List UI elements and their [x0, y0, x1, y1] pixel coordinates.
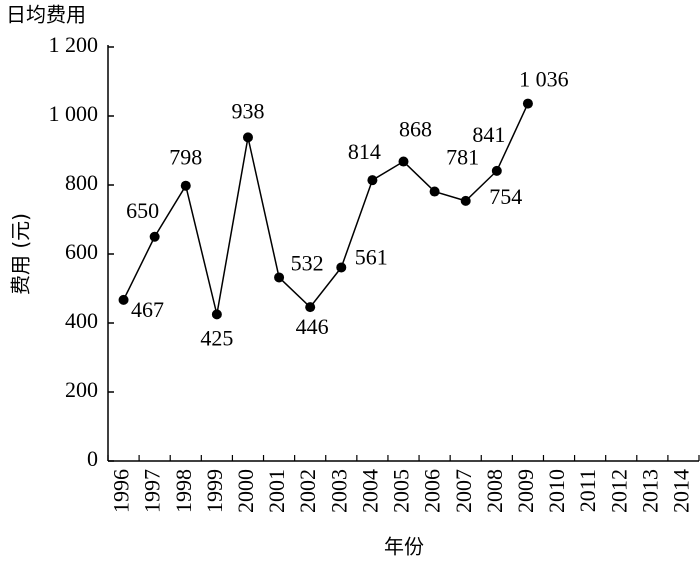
point: [305, 302, 316, 313]
point: [367, 175, 378, 186]
y-tick-label: 800: [65, 170, 98, 195]
x-tick-label: 1996: [109, 469, 134, 513]
data-label: 650: [126, 198, 159, 223]
chart-title: 日均费用: [6, 3, 86, 27]
y-tick-label: 200: [65, 377, 98, 402]
x-tick-label: 2014: [668, 469, 693, 513]
x-tick-label: 2007: [451, 469, 476, 513]
data-label: 841: [472, 122, 505, 147]
y-axis-label: 费用 (元): [9, 213, 33, 295]
x-axis-label: 年份: [384, 535, 424, 559]
point: [336, 262, 347, 273]
x-tick-label: 1999: [202, 469, 227, 513]
x-tick-label: 2004: [357, 469, 382, 513]
point: [149, 231, 160, 242]
point: [491, 165, 502, 176]
y-tick-label: 1 000: [49, 101, 99, 126]
x-tick-label: 1997: [140, 469, 165, 513]
data-label: 561: [355, 245, 388, 270]
data-label: 814: [348, 139, 381, 164]
x-tick-label: 2006: [420, 469, 445, 513]
data-label: 532: [291, 251, 324, 276]
point: [180, 180, 191, 191]
x-tick-label: 2001: [264, 469, 289, 513]
x-tick-label: 2010: [544, 469, 569, 513]
y-tick-label: 400: [65, 308, 98, 333]
data-label: 446: [296, 314, 329, 339]
data-label: 798: [169, 145, 202, 170]
x-tick-label: 1998: [171, 469, 196, 513]
point: [429, 186, 440, 197]
line: [122, 103, 529, 315]
y-tick-label: 1 200: [49, 32, 99, 57]
data-label: 467: [131, 297, 164, 322]
point: [274, 272, 285, 283]
point: [460, 195, 471, 206]
x-tick-label: 2008: [482, 469, 507, 513]
x-tick-label: 2003: [326, 469, 351, 513]
x-tick-label: 2009: [513, 469, 538, 513]
data-label: 1 036: [519, 67, 569, 92]
x-tick-label: 2002: [295, 469, 320, 513]
y-tick-label: 0: [87, 446, 98, 471]
data-label: 781: [446, 145, 479, 170]
data-label: 938: [231, 98, 264, 123]
y-tick-label: 600: [65, 239, 98, 264]
point: [522, 98, 533, 109]
point: [398, 156, 409, 167]
point: [211, 309, 222, 320]
x-tick-label: 2011: [575, 469, 600, 512]
data-label: 425: [200, 325, 233, 350]
x-tick-label: 2013: [637, 469, 662, 513]
x-tick-label: 2005: [389, 469, 414, 513]
data-label: 868: [399, 117, 432, 142]
x-tick-label: 2012: [606, 469, 631, 513]
x-tick-label: 2000: [233, 469, 258, 513]
point: [242, 132, 253, 143]
data-label: 754: [489, 184, 522, 209]
point: [118, 294, 129, 305]
